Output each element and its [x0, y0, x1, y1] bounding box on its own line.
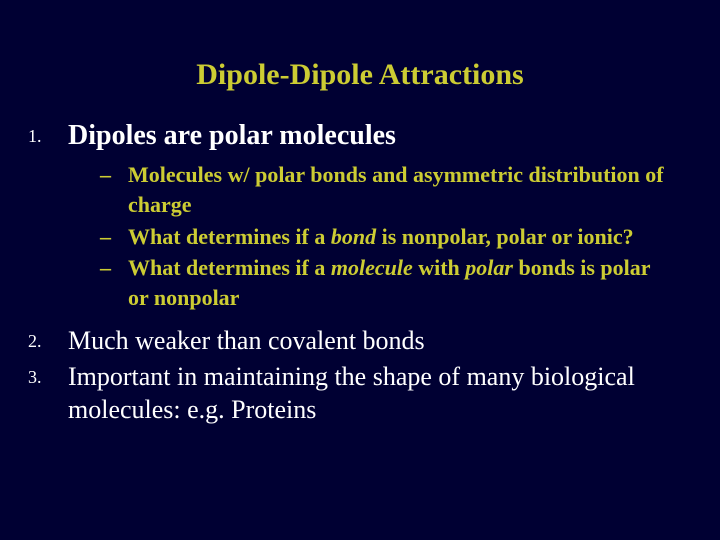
sub-item: – What determines if a molecule with pol…: [100, 253, 672, 312]
italic-span: polar: [465, 255, 513, 280]
italic-span: molecule: [331, 255, 413, 280]
slide-content: 1. Dipoles are polar molecules – Molecul…: [0, 118, 720, 426]
text-span: with: [413, 255, 466, 280]
italic-span: bond: [331, 224, 376, 249]
text-span: is nonpolar, polar or ionic?: [376, 224, 634, 249]
item-number: 3.: [28, 361, 68, 388]
bullet-dash: –: [100, 160, 128, 190]
sub-text: Molecules w/ polar bonds and asymmetric …: [128, 160, 672, 219]
text-span: What determines if a: [128, 224, 331, 249]
sub-text: What determines if a bond is nonpolar, p…: [128, 222, 672, 252]
text-span: What determines if a: [128, 255, 331, 280]
sub-text: What determines if a molecule with polar…: [128, 253, 672, 312]
sub-item: – What determines if a bond is nonpolar,…: [100, 222, 672, 252]
slide-title: Dipole-Dipole Attractions: [0, 58, 720, 92]
slide: Dipole-Dipole Attractions 1. Dipoles are…: [0, 0, 720, 540]
item-text: Important in maintaining the shape of ma…: [68, 361, 692, 426]
bullet-dash: –: [100, 222, 128, 252]
item-number: 1.: [28, 118, 68, 147]
sub-list: – Molecules w/ polar bonds and asymmetri…: [28, 160, 692, 312]
list-item-1: 1. Dipoles are polar molecules: [28, 118, 692, 154]
item-text: Dipoles are polar molecules: [68, 118, 396, 154]
sub-item: – Molecules w/ polar bonds and asymmetri…: [100, 160, 672, 219]
bullet-dash: –: [100, 253, 128, 283]
list-item-2: 2. Much weaker than covalent bonds: [28, 325, 692, 358]
item-text: Much weaker than covalent bonds: [68, 325, 425, 358]
item-number: 2.: [28, 325, 68, 352]
list-item-3: 3. Important in maintaining the shape of…: [28, 361, 692, 426]
